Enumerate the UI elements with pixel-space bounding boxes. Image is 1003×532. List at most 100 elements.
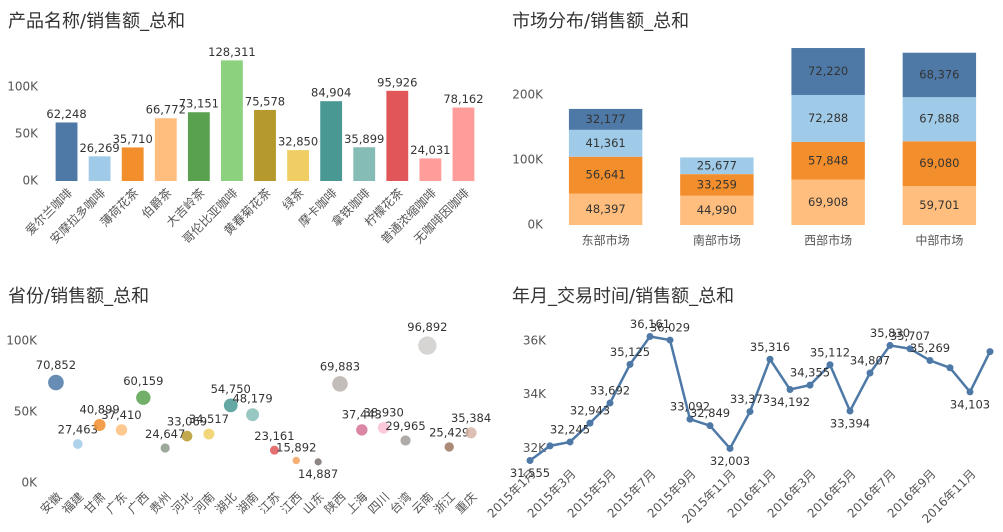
bubble: [465, 427, 477, 439]
bar-segment: [902, 52, 977, 98]
point: [906, 345, 914, 353]
value-label: 25,677: [697, 158, 737, 172]
value-label: 33,069: [167, 414, 207, 428]
bubble: [356, 424, 368, 436]
value-label: 72,288: [808, 111, 848, 125]
value-label: 38,930: [364, 405, 404, 419]
y-tick-label: 100K: [6, 334, 38, 348]
value-label: 56,641: [586, 168, 626, 182]
value-label: 48,179: [232, 392, 272, 406]
value-label: 24,031: [410, 143, 450, 157]
point: [586, 419, 594, 427]
value-label: 73,151: [179, 97, 219, 111]
chart-title: 市场分布/销售额_总和: [512, 11, 689, 32]
bubble: [269, 445, 279, 455]
value-label: 29,965: [385, 419, 425, 433]
bubble: [72, 439, 83, 449]
line: [529, 335, 992, 462]
value-label: 35,710: [113, 132, 153, 146]
x-tick-label: 河南: [190, 489, 218, 517]
value-label: 67,888: [919, 112, 959, 126]
y-tick-label: 36K: [523, 333, 547, 347]
point: [806, 381, 814, 389]
bar: [287, 150, 309, 181]
bubble: [115, 424, 128, 436]
value-label: 36,161: [630, 317, 670, 331]
value-label: 35,316: [750, 340, 790, 354]
point: [526, 457, 534, 465]
value-label: 33,259: [697, 177, 737, 191]
x-tick-label: 安徽: [37, 489, 65, 517]
x-tick-label: 浙江: [431, 490, 458, 517]
point: [886, 341, 894, 349]
value-label: 35,125: [610, 345, 650, 359]
bar-segment: [902, 186, 977, 225]
bubble: [203, 428, 215, 440]
bar-segment: [902, 97, 977, 142]
value-label: 32,849: [690, 406, 730, 420]
x-tick-label: 广东: [103, 490, 130, 517]
bar: [320, 101, 343, 181]
value-label: 70,852: [36, 358, 76, 372]
bubble: [444, 442, 454, 452]
x-tick-label: 云南: [408, 489, 436, 517]
point: [846, 407, 854, 415]
value-label: 24,647: [145, 427, 185, 441]
value-label: 31,555: [510, 466, 550, 480]
value-label: 35,707: [890, 329, 930, 343]
point: [986, 348, 994, 356]
bar-segment: [568, 156, 643, 194]
bubble: [93, 419, 106, 431]
value-label: 32,177: [586, 112, 626, 126]
bar-segment: [791, 94, 865, 142]
bar: [154, 118, 177, 181]
x-tick-label: 湖南: [234, 489, 262, 517]
value-label: 37,443: [342, 408, 382, 422]
point: [546, 442, 554, 450]
x-tick-label: 重庆: [453, 490, 480, 517]
value-label: 128,311: [208, 45, 256, 59]
bubble: [160, 443, 170, 453]
x-tick-label: 东部市场: [582, 233, 630, 248]
y-tick-label: 0K: [21, 476, 38, 490]
value-label: 14,887: [298, 467, 338, 481]
bar-segment: [568, 193, 643, 225]
point: [866, 369, 874, 377]
bar: [419, 158, 442, 181]
bar-segment: [902, 141, 977, 187]
value-label: 34,103: [950, 397, 990, 411]
value-label: 35,112: [810, 345, 850, 359]
point: [966, 388, 974, 396]
value-label: 66,772: [146, 103, 186, 117]
bar: [353, 147, 376, 181]
point: [946, 364, 954, 372]
bar-segment: [568, 129, 643, 157]
value-label: 32,003: [710, 454, 750, 468]
x-tick-label: 江西: [278, 490, 305, 517]
value-label: 78,162: [443, 92, 483, 106]
x-tick-label: 西部市场: [804, 233, 852, 248]
value-label: 95,926: [377, 75, 417, 89]
point: [626, 360, 634, 368]
y-tick-label: 34K: [523, 387, 547, 401]
bar: [88, 156, 111, 181]
x-tick-label: 绿茶: [279, 185, 307, 213]
value-label: 84,904: [311, 86, 351, 100]
bar: [386, 90, 409, 181]
x-tick-label: 福建: [59, 489, 87, 517]
value-label: 68,376: [919, 67, 959, 81]
bubble: [314, 458, 322, 466]
value-label: 27,463: [58, 423, 98, 437]
value-label: 35,830: [870, 326, 910, 340]
bar: [187, 112, 210, 181]
value-label: 69,908: [808, 195, 848, 209]
x-tick-label: 上海: [343, 489, 371, 517]
bar: [254, 109, 276, 181]
value-label: 35,899: [344, 132, 384, 146]
x-tick-label: 中部市场: [915, 233, 963, 248]
bubble: [292, 456, 300, 465]
bar-segment: [791, 48, 865, 95]
bar-segment: [568, 108, 643, 130]
